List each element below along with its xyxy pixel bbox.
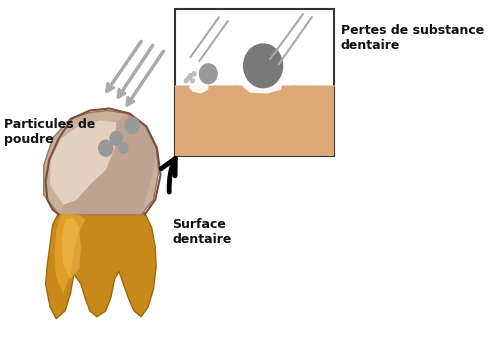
Circle shape bbox=[189, 74, 192, 78]
Circle shape bbox=[244, 44, 282, 88]
Circle shape bbox=[119, 143, 128, 153]
Polygon shape bbox=[46, 212, 156, 319]
Circle shape bbox=[125, 117, 139, 133]
Polygon shape bbox=[62, 218, 81, 279]
Polygon shape bbox=[239, 78, 282, 94]
Polygon shape bbox=[44, 110, 159, 215]
Text: Pertes de substance
dentaire: Pertes de substance dentaire bbox=[341, 24, 484, 52]
Bar bbox=[175, 9, 334, 156]
Text: Surface
dentaire: Surface dentaire bbox=[172, 218, 232, 245]
Polygon shape bbox=[50, 120, 117, 205]
Circle shape bbox=[187, 76, 191, 80]
Circle shape bbox=[110, 131, 123, 145]
Text: Particules de
poudre: Particules de poudre bbox=[4, 118, 96, 146]
Circle shape bbox=[191, 79, 194, 83]
Polygon shape bbox=[54, 212, 85, 294]
Circle shape bbox=[99, 140, 113, 156]
Circle shape bbox=[199, 64, 217, 84]
Bar bbox=[175, 86, 334, 156]
Circle shape bbox=[184, 79, 188, 83]
Polygon shape bbox=[189, 78, 208, 94]
Polygon shape bbox=[59, 114, 156, 215]
Circle shape bbox=[192, 72, 196, 76]
